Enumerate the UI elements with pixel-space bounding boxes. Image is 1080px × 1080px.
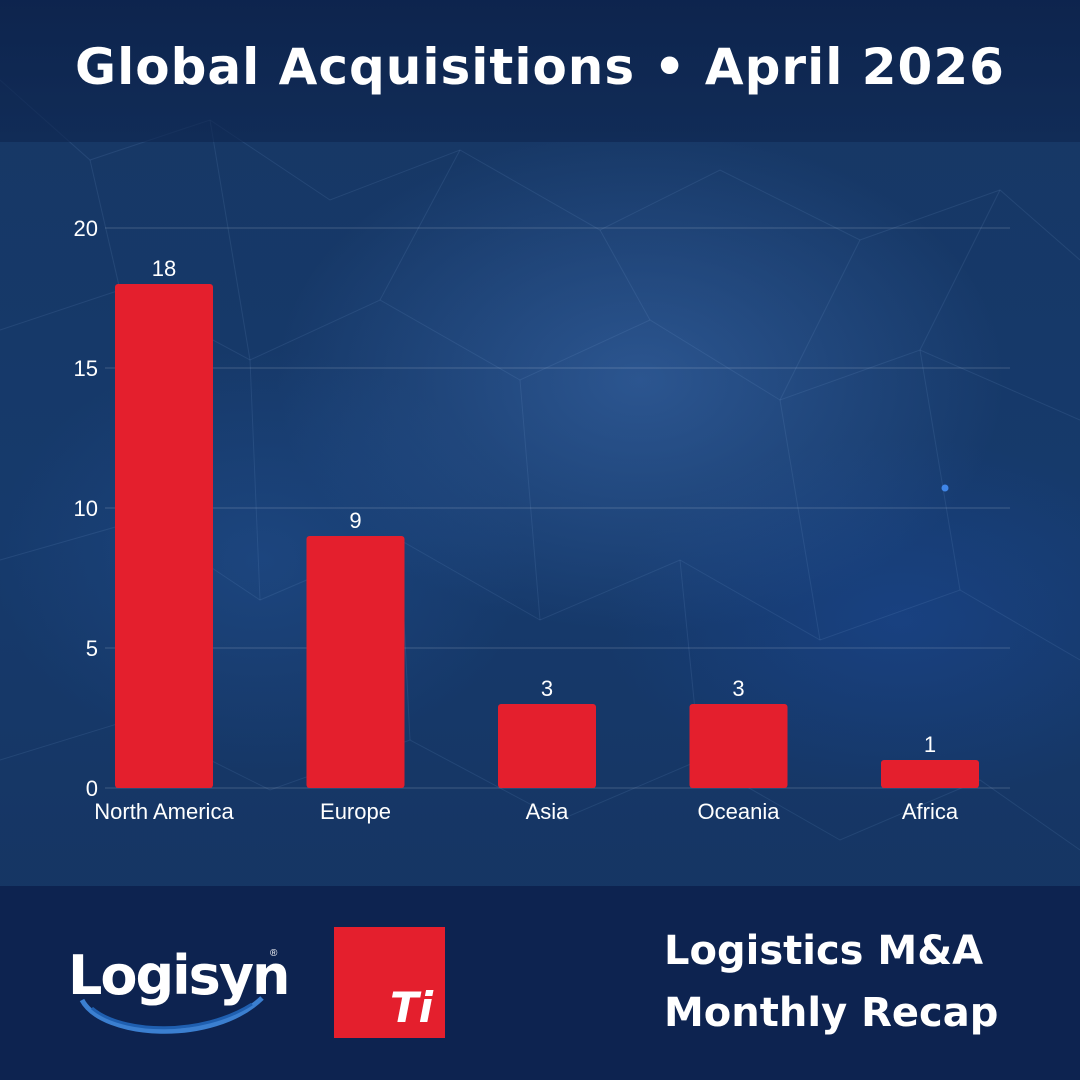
data-label: 18: [152, 256, 176, 281]
bar: [306, 536, 405, 788]
recap-heading: Logistics M&A Monthly Recap: [664, 920, 1064, 1044]
data-label: 9: [349, 508, 361, 533]
bars: [115, 284, 979, 788]
bar: [498, 704, 596, 788]
x-tick-label: Asia: [526, 799, 570, 824]
x-tick-label: Africa: [902, 799, 959, 824]
footer-band: [0, 886, 1080, 1080]
recap-line-2: Monthly Recap: [664, 990, 999, 1036]
data-label: 3: [541, 676, 553, 701]
bar-chart: 0 5 10 15 20 18 9 3 3 1 North America Europe Asia O…: [74, 216, 1010, 824]
y-tick-label: 10: [74, 496, 98, 521]
grid-lines: [105, 227, 1010, 789]
y-tick-label: 20: [74, 216, 98, 241]
y-tick-label: 15: [74, 356, 98, 381]
data-label: 3: [732, 676, 744, 701]
ti-logo: Ti: [334, 927, 445, 1038]
x-tick-label: Oceania: [698, 799, 781, 824]
recap-line-1: Logistics M&A: [664, 928, 984, 974]
y-axis-ticks: 0 5 10 15 20: [74, 216, 98, 801]
ti-logo-text: Ti: [389, 983, 433, 1032]
y-tick-label: 0: [86, 776, 98, 801]
logisyn-logo: Logisyn ®: [62, 938, 292, 1038]
page-title: Global Acquisitions • April 2026: [75, 38, 1005, 96]
bar: [881, 760, 979, 788]
y-tick-label: 5: [86, 636, 98, 661]
x-axis-labels: North America Europe Asia Oceania Africa: [94, 799, 959, 824]
bar: [689, 704, 788, 788]
x-tick-label: Europe: [320, 799, 391, 824]
logisyn-swoosh-icon: [79, 996, 264, 1034]
registered-mark: ®: [270, 948, 278, 959]
logisyn-wordmark: Logisyn: [68, 944, 290, 1007]
header-band: Global Acquisitions • April 2026: [0, 0, 1080, 142]
data-labels: 18 9 3 3 1: [152, 256, 936, 757]
x-tick-label: North America: [94, 799, 234, 824]
bar: [115, 284, 213, 788]
data-label: 1: [924, 732, 936, 757]
